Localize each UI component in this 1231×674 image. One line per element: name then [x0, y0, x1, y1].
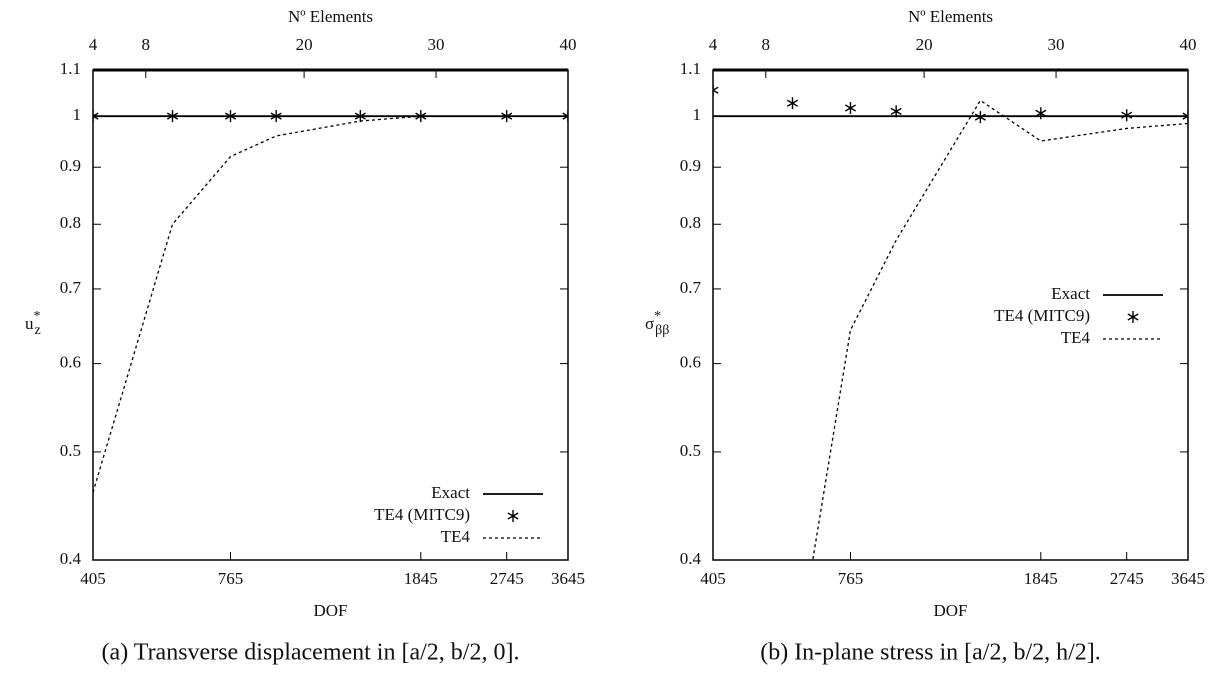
y-tick-label: 0.8 — [60, 213, 81, 232]
star-marker — [354, 110, 366, 123]
star-marker — [224, 110, 237, 123]
legend-label: TE4 (MITC9) — [994, 306, 1090, 325]
star-marker — [270, 110, 282, 123]
star-marker — [1035, 107, 1047, 120]
y-tick-label: 0.6 — [60, 353, 81, 372]
y-tick-label: 0.5 — [680, 441, 701, 460]
series-line — [93, 115, 568, 493]
series-line — [812, 99, 1188, 560]
x2-tick-label: 4 — [709, 35, 718, 54]
y-tick-label: 0.4 — [680, 549, 702, 568]
y-tick-label: 1 — [73, 105, 82, 124]
star-marker — [890, 105, 902, 118]
star-marker — [786, 97, 799, 110]
legend-label: Exact — [1051, 284, 1090, 303]
x-axis-label: DOF — [313, 601, 347, 620]
x2-tick-label: 20 — [916, 35, 933, 54]
plot-area — [713, 84, 1188, 560]
y-tick-label: 0.9 — [60, 156, 81, 175]
star-marker — [166, 110, 179, 123]
x-tick-label: 1845 — [1024, 569, 1058, 588]
x-axis-label: DOF — [933, 601, 967, 620]
y-tick-label: 1 — [693, 105, 702, 124]
y-tick-label: 0.9 — [680, 156, 701, 175]
x2-tick-label: 40 — [1180, 35, 1197, 54]
y-tick-label: 0.8 — [680, 213, 701, 232]
star-marker — [844, 102, 857, 115]
x2-axis-label: Nº Elements — [908, 7, 993, 26]
x-tick-label: 1845 — [404, 569, 438, 588]
x2-tick-label: 30 — [1048, 35, 1065, 54]
star-marker — [974, 111, 986, 124]
subplot: 0.4 0.5 0.6 0.7 0.8 0.9 1 1.1 405 765 1845 2745 3645… — [25, 7, 585, 666]
y-label-sup: * — [654, 309, 661, 324]
x2-tick-label: 8 — [762, 35, 771, 54]
star-marker — [713, 84, 719, 97]
x2-axis-label: Nº Elements — [288, 7, 373, 26]
plot-area — [93, 110, 568, 493]
x-tick-label: 765 — [218, 569, 244, 588]
legend-marker — [1127, 311, 1139, 323]
x2-tick-label: 20 — [296, 35, 313, 54]
y-tick-label: 0.6 — [680, 353, 701, 372]
y-tick-label: 1.1 — [680, 59, 701, 78]
y-tick-label: 0.7 — [60, 278, 82, 297]
y-tick-label: 1.1 — [60, 59, 81, 78]
x-tick-label: 405 — [700, 569, 726, 588]
star-marker — [1121, 109, 1133, 122]
plot-frame — [712, 69, 1189, 561]
star-marker — [562, 110, 568, 123]
x2-tick-label: 4 — [89, 35, 98, 54]
y-label-sub: z — [35, 323, 41, 338]
y-axis-label: σ* ββ — [645, 309, 669, 338]
legend-label: Exact — [431, 483, 470, 502]
legend-label: TE4 — [441, 527, 471, 546]
y-label-sub: ββ — [655, 323, 669, 338]
caption: (a) Transverse displacement in [a/2, b/2… — [102, 640, 520, 666]
x-tick-label: 765 — [838, 569, 864, 588]
x2-tick-label: 40 — [560, 35, 577, 54]
subplot: 0.4 0.5 0.6 0.7 0.8 0.9 1 1.1 405 765 1845 2745 3645… — [645, 7, 1205, 666]
x2-tick-label: 30 — [428, 35, 445, 54]
y-tick-label: 0.4 — [60, 549, 82, 568]
x-tick-label: 3645 — [1171, 569, 1205, 588]
x2-tick-label: 8 — [142, 35, 151, 54]
legend-marker — [507, 510, 519, 522]
x-tick-label: 2745 — [1110, 569, 1144, 588]
y-tick-label: 0.7 — [680, 278, 702, 297]
y-label-base: σ — [645, 314, 654, 333]
legend-label: TE4 (MITC9) — [374, 505, 470, 524]
star-marker — [1182, 110, 1188, 123]
legend-label: TE4 — [1061, 328, 1091, 347]
y-axis-label: u* z — [25, 309, 41, 338]
plot-frame — [92, 69, 569, 561]
star-marker — [93, 110, 99, 123]
x-tick-label: 2745 — [490, 569, 524, 588]
x-tick-label: 3645 — [551, 569, 585, 588]
y-label-sup: * — [34, 309, 41, 324]
caption: (b) In-plane stress in [a/2, b/2, h/2]. — [760, 640, 1101, 666]
y-tick-label: 0.5 — [60, 441, 81, 460]
y-label-base: u — [25, 314, 34, 333]
x-tick-label: 405 — [80, 569, 106, 588]
